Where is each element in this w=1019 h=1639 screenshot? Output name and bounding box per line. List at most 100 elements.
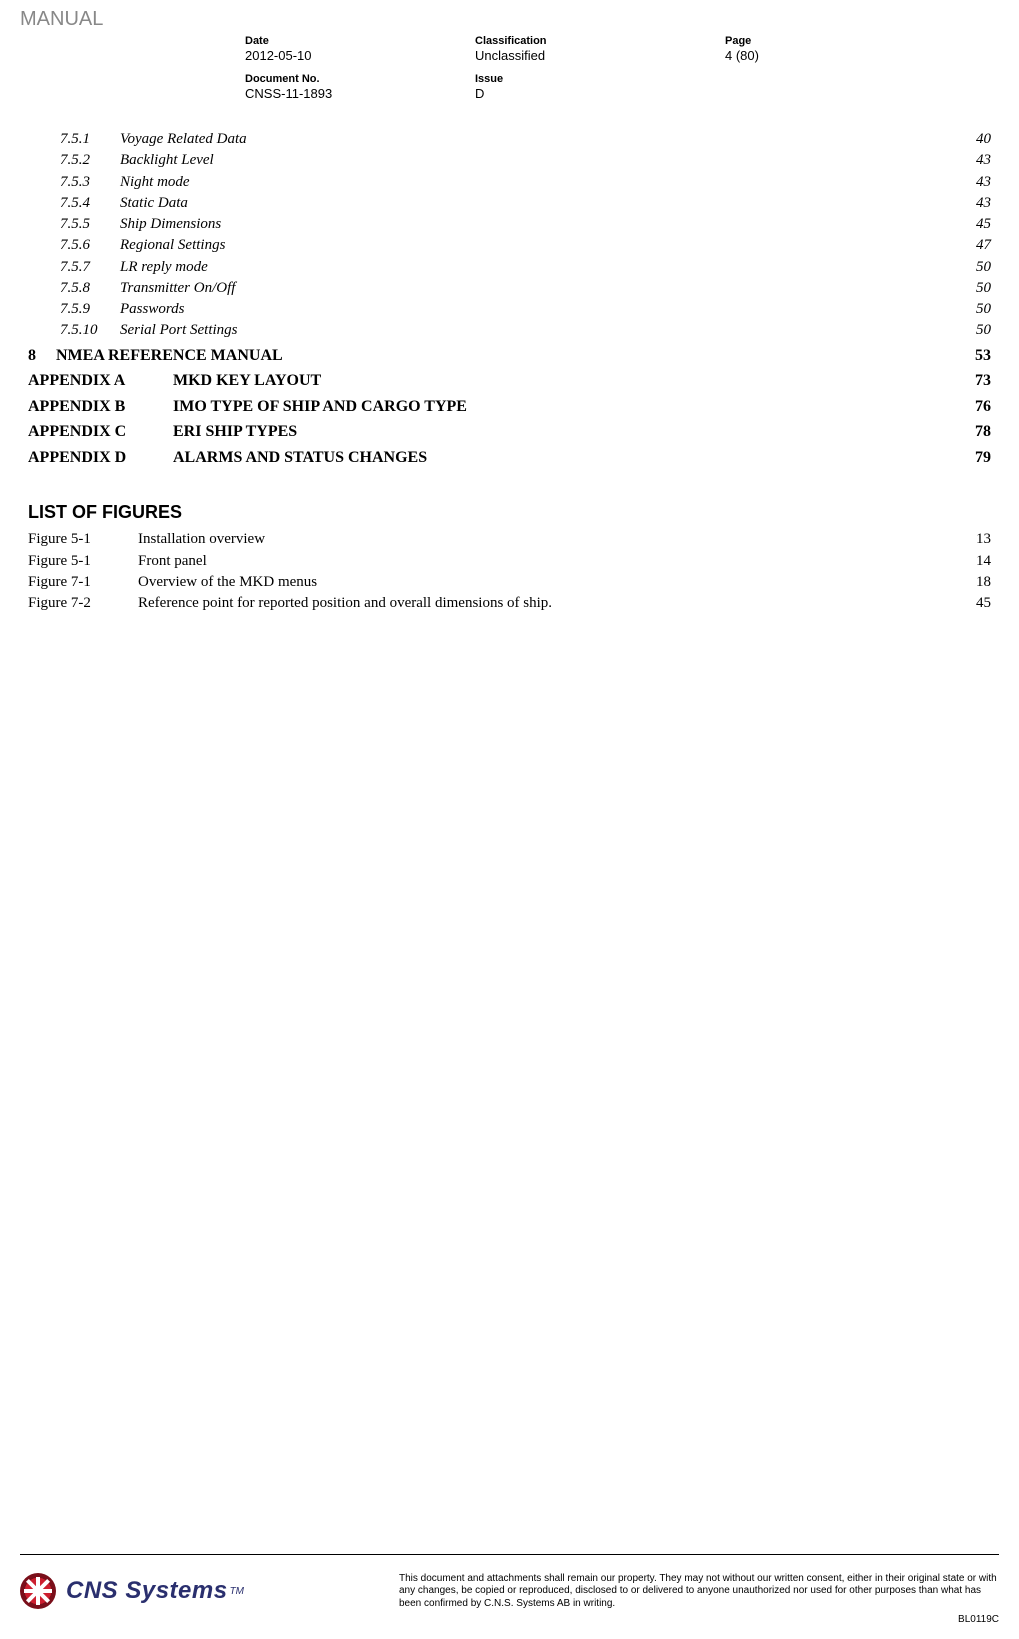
toc-page: 79 (973, 447, 991, 469)
toc-num: APPENDIX B (28, 396, 173, 418)
toc-title: Static Data (120, 193, 188, 213)
toc-num: 7.5.5 (60, 214, 120, 234)
meta-classification-value: Unclassified (475, 48, 725, 63)
meta-issue: Issue D (475, 73, 725, 101)
toc-page: 73 (973, 370, 991, 392)
toc-title: Regional Settings (120, 235, 225, 255)
lof-page: 18 (974, 572, 991, 592)
toc-title: Passwords (120, 299, 184, 319)
lof-page: 13 (974, 529, 991, 549)
toc-subsection: 7.5.4 Static Data 43 (28, 193, 991, 213)
toc-subsection: 7.5.6 Regional Settings 47 (28, 235, 991, 255)
meta-issue-value: D (475, 86, 725, 101)
lof-title: Installation overview (138, 529, 265, 549)
toc-subsection: 7.5.5 Ship Dimensions 45 (28, 214, 991, 234)
meta-row-2: Document No. CNSS-11-1893 Issue D (245, 73, 999, 111)
toc-num: 7.5.10 (60, 320, 120, 340)
toc-num: 8 (28, 345, 56, 367)
toc-subsection: 7.5.1 Voyage Related Data 40 (28, 129, 991, 149)
meta-issue-label: Issue (475, 73, 725, 85)
toc-page: 78 (973, 421, 991, 443)
compass-icon (20, 1573, 56, 1609)
toc-appendix: APPENDIX D ALARMS AND STATUS CHANGES 79 (28, 447, 991, 469)
toc-title: ERI SHIP TYPES (173, 421, 297, 443)
toc-appendix: APPENDIX B IMO TYPE OF SHIP AND CARGO TY… (28, 396, 991, 418)
toc-page: 43 (974, 150, 991, 170)
toc-num: 7.5.9 (60, 299, 120, 319)
lof-entry: Figure 5-1 Installation overview 13 (20, 529, 999, 549)
footer-rule (20, 1554, 999, 1555)
lof-num: Figure 5-1 (28, 529, 138, 549)
meta-row-1: Date 2012-05-10 Classification Unclassif… (245, 35, 999, 73)
toc-title: Backlight Level (120, 150, 214, 170)
lof-entry: Figure 7-1 Overview of the MKD menus 18 (20, 572, 999, 592)
footer-disclaimer: This document and attachments shall rema… (399, 1573, 999, 1611)
lof-entry: Figure 7-2 Reference point for reported … (20, 593, 999, 613)
lof-num: Figure 7-1 (28, 572, 138, 592)
toc-page: 47 (974, 235, 991, 255)
toc-title: Night mode (120, 172, 190, 192)
meta-docno: Document No. CNSS-11-1893 (245, 73, 475, 101)
lof-page: 14 (974, 551, 991, 571)
toc-page: 50 (974, 320, 991, 340)
footer-row: CNS Systems TM This document and attachm… (20, 1573, 999, 1611)
meta-classification: Classification Unclassified (475, 35, 725, 63)
toc-title: IMO TYPE OF SHIP AND CARGO TYPE (173, 396, 467, 418)
table-of-contents: 7.5.1 Voyage Related Data 40 7.5.2 Backl… (20, 129, 999, 468)
toc-subsection: 7.5.7 LR reply mode 50 (28, 257, 991, 277)
logo-tm: TM (230, 1586, 244, 1597)
lof-page: 45 (974, 593, 991, 613)
toc-num: 7.5.6 (60, 235, 120, 255)
toc-subsection: 7.5.2 Backlight Level 43 (28, 150, 991, 170)
toc-title: Transmitter On/Off (120, 278, 235, 298)
meta-date: Date 2012-05-10 (245, 35, 475, 63)
toc-subsection: 7.5.8 Transmitter On/Off 50 (28, 278, 991, 298)
toc-subsection: 7.5.3 Night mode 43 (28, 172, 991, 192)
lof-title: Overview of the MKD menus (138, 572, 317, 592)
toc-page: 50 (974, 299, 991, 319)
toc-num: 7.5.4 (60, 193, 120, 213)
meta-page-label: Page (725, 35, 845, 47)
toc-num: 7.5.2 (60, 150, 120, 170)
meta-block: Date 2012-05-10 Classification Unclassif… (245, 35, 999, 111)
toc-title: Serial Port Settings (120, 320, 238, 340)
page-footer: CNS Systems TM This document and attachm… (20, 1554, 999, 1626)
toc-title: ALARMS AND STATUS CHANGES (173, 447, 427, 469)
toc-title: NMEA REFERENCE MANUAL (56, 345, 283, 367)
lof-title: Front panel (138, 551, 207, 571)
toc-title: MKD KEY LAYOUT (173, 370, 321, 392)
meta-page: Page 4 (80) (725, 35, 845, 63)
meta-docno-value: CNSS-11-1893 (245, 86, 475, 101)
toc-page: 50 (974, 278, 991, 298)
meta-date-value: 2012-05-10 (245, 48, 475, 63)
toc-appendix: APPENDIX C ERI SHIP TYPES 78 (28, 421, 991, 443)
lof-title: Reference point for reported position an… (138, 593, 552, 613)
toc-page: 50 (974, 257, 991, 277)
meta-page-value: 4 (80) (725, 48, 845, 63)
toc-title: LR reply mode (120, 257, 208, 277)
lof-entry: Figure 5-1 Front panel 14 (20, 551, 999, 571)
toc-num: 7.5.7 (60, 257, 120, 277)
toc-page: 45 (974, 214, 991, 234)
toc-num: 7.5.3 (60, 172, 120, 192)
doc-type-header: MANUAL (20, 0, 999, 35)
toc-section: 8 NMEA REFERENCE MANUAL 53 (28, 345, 991, 367)
toc-num: APPENDIX C (28, 421, 173, 443)
toc-appendix: APPENDIX A MKD KEY LAYOUT 73 (28, 370, 991, 392)
toc-page: 43 (974, 172, 991, 192)
meta-docno-label: Document No. (245, 73, 475, 85)
toc-page: 76 (973, 396, 991, 418)
toc-page: 40 (974, 129, 991, 149)
logo-text: CNS Systems (66, 1577, 228, 1605)
meta-date-label: Date (245, 35, 475, 47)
toc-page: 43 (974, 193, 991, 213)
meta-classification-label: Classification (475, 35, 725, 47)
lof-num: Figure 5-1 (28, 551, 138, 571)
toc-title: Voyage Related Data (120, 129, 247, 149)
toc-title: Ship Dimensions (120, 214, 221, 234)
toc-num: APPENDIX A (28, 370, 173, 392)
toc-page: 53 (973, 345, 991, 367)
list-of-figures: Figure 5-1 Installation overview 13 Figu… (20, 529, 999, 613)
lof-num: Figure 7-2 (28, 593, 138, 613)
toc-subsection: 7.5.10 Serial Port Settings 50 (28, 320, 991, 340)
